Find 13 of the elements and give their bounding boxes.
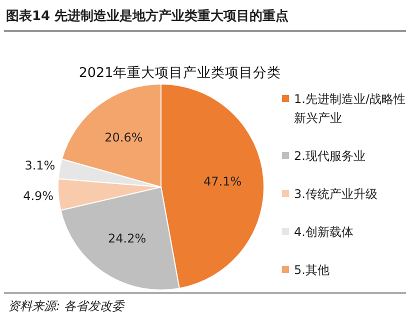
legend-label: 1.先进制造业/战略性新兴产业 bbox=[294, 92, 406, 125]
data-label: 20.6% bbox=[104, 130, 143, 145]
chart-subtitle: 2021年重大项目产业类项目分类 bbox=[78, 65, 282, 81]
data-label: 24.2% bbox=[108, 232, 146, 246]
data-label: 47.1% bbox=[203, 174, 242, 188]
text: 资料来源: 各省发改委 bbox=[8, 299, 126, 313]
legend-label: 2.现代服务业 bbox=[294, 149, 366, 163]
legend-label: 3.传统产业升级 bbox=[294, 187, 378, 201]
legend-label: 4.创新载体 bbox=[294, 225, 354, 239]
data-label: 3.1% bbox=[24, 158, 56, 172]
legend-label: 5.其他 bbox=[294, 263, 330, 277]
chart-title: 图表14 先进制造业是地方产业类重大项目的重点 bbox=[6, 8, 289, 24]
data-label: 4.9% bbox=[23, 189, 54, 204]
